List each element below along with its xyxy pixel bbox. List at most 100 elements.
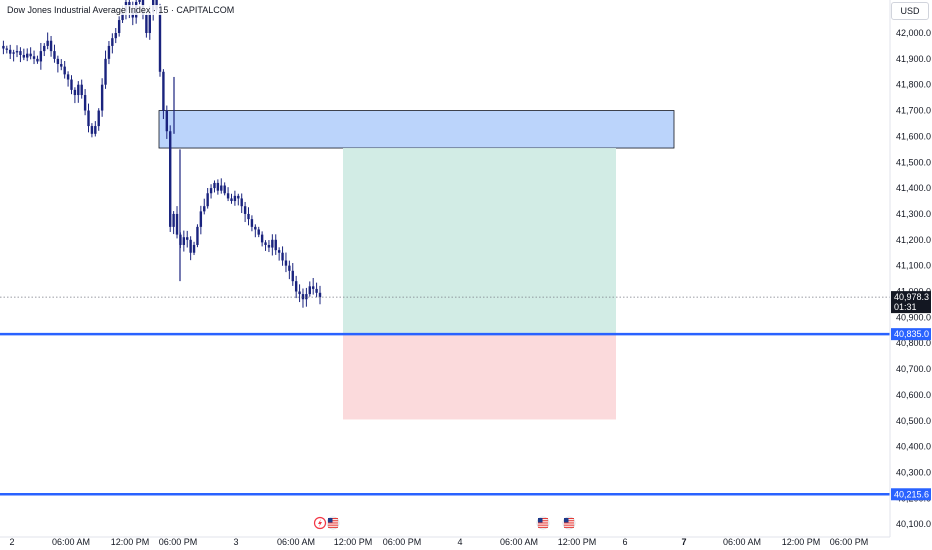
- stop-box[interactable]: [343, 334, 616, 420]
- candle-body: [213, 182, 216, 189]
- us-flag-icon[interactable]: [536, 516, 550, 530]
- candle: [216, 179, 220, 195]
- candle-body: [250, 219, 254, 227]
- last-price-tag: 40,978.301:31: [891, 291, 931, 314]
- candle: [87, 103, 90, 133]
- candle: [182, 230, 186, 252]
- lightning-icon[interactable]: [313, 516, 327, 530]
- candle: [49, 35, 53, 57]
- y-tick-label: 41,700.0: [896, 106, 931, 116]
- candle-body: [206, 193, 209, 207]
- candle: [288, 260, 291, 280]
- candle: [53, 44, 56, 63]
- candle-body: [274, 239, 277, 251]
- candle: [63, 61, 66, 79]
- candle-body: [216, 182, 220, 191]
- candle-body: [145, 14, 148, 34]
- x-tick-label: 12:00 PM: [782, 537, 821, 547]
- y-tick-label: 41,300.0: [896, 209, 931, 219]
- candle: [186, 230, 189, 248]
- candle-body: [46, 40, 49, 46]
- candle-body: [189, 239, 192, 253]
- candle-body: [308, 286, 311, 295]
- chart-title[interactable]: Dow Jones Industrial Average Index · 15 …: [5, 5, 237, 15]
- candle: [318, 285, 322, 305]
- last-price-tag-bg: [891, 291, 931, 314]
- candle-body: [87, 110, 90, 127]
- candle-body: [203, 206, 206, 212]
- currency-selector[interactable]: USD: [891, 2, 929, 20]
- us-flag-icon[interactable]: [562, 516, 576, 530]
- candle: [206, 188, 209, 209]
- candle: [308, 281, 311, 297]
- candle-body: [175, 213, 179, 235]
- candle-body: [223, 185, 226, 194]
- candle: [213, 180, 216, 193]
- candle-body: [63, 66, 66, 75]
- candle-body: [111, 38, 114, 46]
- candle-body: [257, 229, 260, 235]
- candle-body: [196, 226, 199, 245]
- candle-body: [36, 58, 39, 62]
- x-tick-label: 12:00 PM: [111, 537, 150, 547]
- candle-body: [298, 291, 301, 295]
- candle: [294, 275, 298, 299]
- candle-body: [281, 252, 284, 261]
- candle: [209, 184, 213, 199]
- candle-body: [220, 185, 223, 191]
- candle: [19, 47, 22, 63]
- candle-body: [26, 53, 29, 58]
- candle-body: [56, 58, 60, 65]
- candle: [281, 246, 284, 266]
- candle: [138, 0, 141, 5]
- candle: [100, 78, 104, 117]
- candle: [192, 241, 196, 256]
- y-tick-label: 40,400.0: [896, 442, 931, 452]
- candle-body: [9, 49, 12, 54]
- candle-body: [77, 84, 80, 96]
- candle-body: [260, 234, 264, 243]
- candle: [240, 193, 243, 214]
- candle-body: [247, 213, 250, 220]
- candle-body: [104, 58, 107, 85]
- x-tick-label: 12:00 PM: [334, 537, 373, 547]
- candle: [196, 224, 199, 248]
- candle-body: [66, 74, 70, 80]
- candle: [169, 125, 172, 232]
- candle: [291, 263, 294, 286]
- candle-body: [226, 193, 230, 199]
- candle-body: [43, 45, 46, 52]
- candle: [301, 288, 305, 308]
- y-tick-label: 40,900.0: [896, 312, 931, 322]
- candle-body: [60, 64, 63, 67]
- candle-body: [169, 131, 172, 227]
- candle: [145, 11, 148, 38]
- candle-body: [182, 237, 186, 245]
- candle-body: [165, 110, 169, 132]
- us-flag-icon[interactable]: [326, 516, 340, 530]
- y-tick-label: 41,100.0: [896, 261, 931, 271]
- candle-body: [97, 110, 100, 127]
- x-tick-label: 06:00 AM: [500, 537, 538, 547]
- candle-body: [271, 239, 274, 248]
- candle: [117, 16, 121, 37]
- candle-body: [70, 79, 73, 90]
- candle-body: [172, 213, 175, 227]
- candle: [104, 50, 107, 89]
- candle-body: [29, 53, 32, 57]
- x-tick-label: 06:00 PM: [830, 537, 869, 547]
- target-box[interactable]: [343, 148, 616, 335]
- candle: [189, 236, 192, 261]
- candle-body: [39, 51, 43, 62]
- last-price-value: 40,978.3: [894, 292, 929, 302]
- y-tick-label: 41,200.0: [896, 235, 931, 245]
- last-price-countdown: 01:31: [894, 302, 917, 312]
- candle: [243, 201, 247, 223]
- supply-zone-box[interactable]: [158, 110, 675, 149]
- candle: [9, 44, 12, 60]
- candle: [254, 224, 257, 238]
- candle: [60, 59, 63, 71]
- candle-body: [318, 292, 322, 298]
